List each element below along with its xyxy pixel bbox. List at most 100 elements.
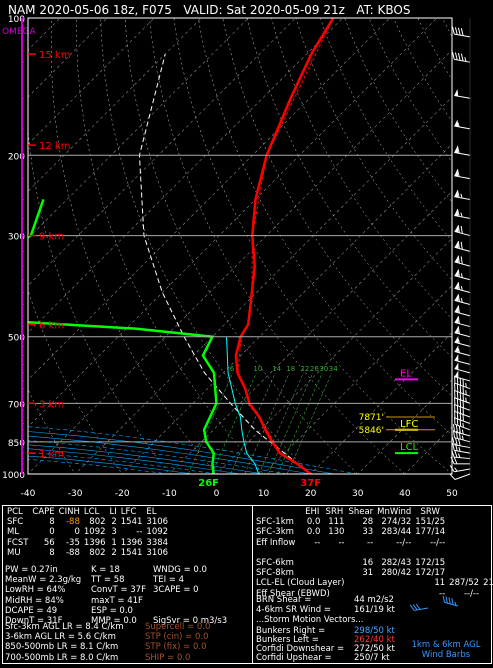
mixing-ratio-line (244, 372, 290, 474)
isotherm (263, 285, 452, 474)
composite-line: STP (cin) = 0.0 (145, 632, 209, 643)
wind-barb-pennant (454, 190, 459, 198)
height-label: 15 km (39, 50, 70, 61)
dry-adiabat (76, 18, 264, 474)
kinematic-cell: 287/52 (449, 578, 480, 589)
wind-barb-flag (456, 145, 460, 154)
thermo-left: MidRH = 84% (5, 595, 64, 606)
temp-tick-label: 50 (446, 489, 458, 499)
parcel-cell: 1 (111, 537, 117, 548)
thermo-right2: WNDG = 0.0 (153, 565, 207, 575)
dry-adiabat (393, 18, 452, 122)
kinematic-cell: 11 (434, 578, 446, 589)
parcel-cell: 1092 (83, 527, 106, 538)
wind-barb-flag (452, 26, 455, 35)
temp-tick-label: -30 (68, 489, 83, 499)
height-label: 3 km (39, 399, 64, 410)
isotherm (28, 49, 452, 474)
wind-barb-pennant (454, 119, 459, 127)
wind-barb-flag (454, 27, 458, 35)
kinematic-cell: --/-- (430, 537, 446, 548)
hodo-barb (409, 603, 429, 611)
lapse-rate-line: 850-500mb LR = 8.1 C/km (5, 642, 119, 653)
brn-shear-value: 44 m2/s2 (354, 595, 394, 605)
wind-barb-pennant (454, 316, 459, 324)
wind-barb-flag (457, 282, 460, 290)
wind-barb (454, 345, 471, 357)
temp-tick-label: 40 (399, 489, 411, 499)
wind-barb-half (457, 339, 460, 344)
storm-motion-line: Corfidi Downshear = 272/50 kt (256, 644, 395, 654)
isotherm (28, 18, 296, 286)
wind-barb (454, 362, 471, 374)
temp-tick-label: -40 (21, 489, 36, 499)
parcel-row: SFC 8 -88 802 2 1541 3106 (5, 517, 170, 527)
parcel-row: ML 0 0 1092 3 -- 1092 (5, 527, 170, 537)
kinematic-cell: 177/14 (415, 527, 446, 538)
wind-barb-flag (458, 425, 461, 434)
kinematic-cell: 282/43 (381, 558, 412, 569)
dry-adiabat (368, 18, 452, 163)
wind-barb-flag (460, 256, 463, 265)
wind-barb (454, 326, 471, 338)
thermo-line: MidRH = 84% maxT = 41F (5, 595, 143, 606)
composite-params: Supercell = 0.0 STP (cin) = 0.0 STP (fix) … (145, 622, 210, 663)
mixing-ratio-label: 6 (230, 365, 235, 373)
thermo-line: DCAPE = 49 ESP = 0.0 (5, 605, 133, 616)
parcel-cell: 1396 (83, 537, 106, 548)
composite-line: SHIP = 0.0 (145, 652, 191, 663)
kinematic-cell: -- (314, 537, 321, 548)
kinematic-cell: 130 (328, 527, 345, 538)
wind-barb (454, 397, 471, 411)
mixing-ratio-label: 10 (253, 365, 262, 373)
wind-barb (454, 145, 471, 156)
wind-barb (449, 473, 471, 480)
plot-frame (27, 17, 453, 475)
marker-label: LCL (400, 442, 419, 453)
dry-adiabat (479, 0, 493, 484)
wind-barb-flag (452, 442, 455, 451)
wind-barb-flag (457, 225, 460, 233)
wind-barb (450, 456, 470, 465)
kinematic-cell: 0.0 (306, 527, 321, 538)
wind-barb-flag (462, 393, 464, 401)
wind-barb-flag (456, 208, 460, 217)
height-label: 1 km (39, 449, 64, 460)
wind-barb-pennant (454, 255, 459, 263)
wind-barb-flag (456, 384, 459, 392)
kinematic-cell: 172/15 (415, 558, 446, 569)
dewpoint-trace (28, 199, 218, 474)
isotherm (168, 190, 452, 474)
isotherm (28, 18, 344, 334)
thermo-right: TT = 58 (91, 575, 125, 586)
storm-motion-value: 298/50 kt (354, 626, 395, 636)
dry-adiabat (50, 18, 217, 474)
wetbulb-trace (226, 336, 260, 474)
wind-barb-flag (454, 383, 456, 391)
wind-barb-half (460, 297, 463, 303)
thermo-left: DCAPE = 49 (5, 605, 58, 616)
wind-barb (454, 88, 471, 99)
storm-motion-value: 272/50 kt (354, 644, 395, 654)
wind-barb-half (464, 57, 467, 62)
thermo-line: DownT = 31F MMP = 0.0 SigSvr = 0 m3/s3 (5, 615, 227, 626)
temp-tick-label: -10 (162, 489, 177, 499)
kinematic-cell: Eff Inflow (256, 537, 296, 548)
kinematic-cell: --/-- (396, 537, 412, 548)
thermo-line: LowRH = 64% ConvT = 37F 3CAPE = 0 (5, 585, 199, 595)
wind-barb-flag (462, 386, 464, 394)
dry-adiabat (28, 127, 170, 474)
kinematic-row: SFC-6km 16 282/43 172/15 (254, 558, 493, 568)
height-label: 12 km (39, 141, 70, 152)
wind-barb-flag (454, 52, 458, 61)
hodo-barb (442, 595, 459, 607)
dry-adiabat (28, 289, 123, 474)
wind-barb-flag (459, 392, 462, 400)
marker-label: LFC (400, 419, 418, 430)
wind-barb-flag (457, 316, 460, 324)
composite-line: Supercell = 0.0 (145, 622, 211, 632)
brn-shear-label: BRN Shear = (256, 595, 312, 605)
kinematic-cell: 33 (362, 527, 374, 538)
thermo-left: DownT = 31F (5, 615, 63, 626)
thermo-line: PW = 0.27in K = 18 WNDG = 0.0 (5, 565, 207, 575)
